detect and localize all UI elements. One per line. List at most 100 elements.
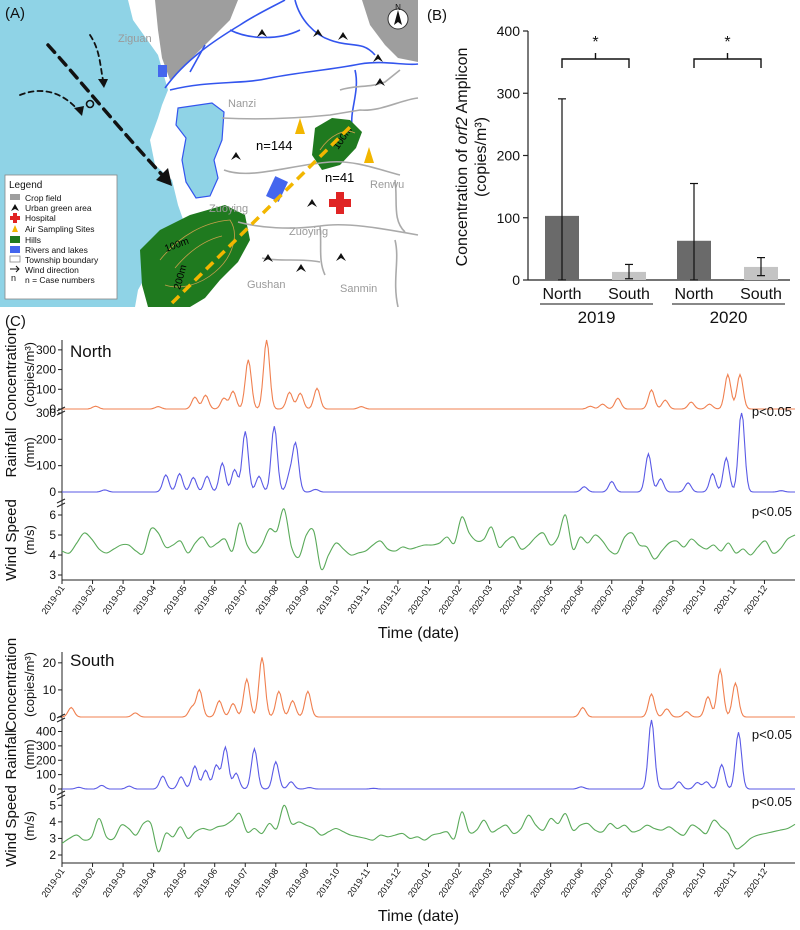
panel-label-a: (A) [5, 5, 25, 22]
category-label: North [542, 286, 581, 303]
x-tick-label: 2019-04 [131, 866, 158, 899]
bar-axis: 0 100 200 300 400 [497, 23, 790, 288]
y-tick-label: 100 [36, 459, 56, 473]
y-tick-label: 200 [36, 432, 56, 446]
y-tick-label: 100 [36, 768, 56, 782]
north-letter: N [395, 3, 401, 12]
conc-row-unit: (copies/m³) [22, 342, 37, 407]
group-label: 2020 [710, 308, 748, 327]
x-tick-label: 2019-04 [131, 583, 158, 616]
x-tick-label: 2020-11 [712, 583, 739, 615]
y-tick-label: 0 [49, 710, 56, 724]
y-tick-label: 100 [36, 382, 56, 396]
water-swatch [10, 246, 20, 253]
y-tick-label: 4 [49, 815, 56, 829]
bar-category-labels: North South North South 2019 2020 [540, 286, 785, 327]
wind-series-line [61, 804, 796, 853]
x-tick-label: 2019-12 [375, 583, 402, 616]
x-tick-label: 2020-03 [467, 583, 494, 616]
legend-label: Wind direction [25, 265, 79, 275]
rain-row-label: Rainfall [3, 427, 20, 477]
axis-break [56, 713, 66, 723]
rain-series-line [62, 412, 795, 493]
bar-chart-panel: (B) Concentration of orf2 Amplicon (copi… [427, 7, 790, 327]
place-zuoying-east: Zuoying [289, 226, 328, 238]
tree-icon [231, 152, 241, 160]
y-tick-label: 3 [49, 831, 56, 845]
place-gushan: Gushan [247, 279, 286, 291]
axis-break [56, 498, 66, 508]
x-tick-label: 2020-02 [437, 866, 464, 899]
x-tick-label: 2019-02 [70, 866, 97, 899]
y-tick-label: 5 [49, 528, 56, 542]
y-tick-label: 200 [36, 363, 56, 377]
x-tick-label: 2020-04 [498, 583, 525, 616]
x-tick-label: 2020-12 [742, 583, 769, 616]
tree-icon [336, 253, 346, 261]
crop-field-swatch [10, 194, 20, 200]
x-tick-label: 2020-11 [712, 866, 739, 898]
lagoon [175, 102, 225, 199]
legend-label: n = Case numbers [25, 275, 95, 285]
panel-label-b: (B) [427, 7, 447, 24]
blue-lake-central [266, 176, 288, 202]
x-tick-label: 2020-06 [559, 866, 586, 899]
place-sanmin: Sanmin [340, 283, 377, 295]
bar-ylabel-line2: (copies/m³) [473, 117, 490, 197]
rain-row-unit: (mm) [22, 739, 37, 769]
case-count-east: n=41 [325, 170, 354, 185]
y-tick-label: 400 [36, 725, 56, 739]
x-axis-title: Time (date) [378, 625, 459, 642]
wind-row-label: Wind Speed [3, 785, 20, 867]
bar-ylabel-line1: Concentration of orf2 Amplicon [454, 48, 471, 267]
y-tick-label: 3 [49, 568, 56, 582]
rain-row-unit: (mm) [22, 437, 37, 467]
x-tick-label: 2019-01 [40, 866, 67, 899]
category-label: South [740, 286, 782, 303]
rain-row-label: Rainfall [3, 729, 20, 779]
wind-row-unit: (m/s) [22, 525, 37, 555]
x-tick-label: 2019-07 [223, 583, 250, 616]
y-tick-label: 0 [49, 782, 56, 796]
category-label: South [608, 286, 650, 303]
y-tick-label: 0 [49, 485, 56, 499]
boundary-swatch [9, 255, 21, 263]
n-letter: n [11, 273, 16, 283]
y-tick-label: 0 [49, 402, 56, 416]
x-tick-label: 2019-06 [192, 583, 219, 616]
y-tick-label: 300 [36, 343, 56, 357]
y-tick-label: 5 [49, 798, 56, 812]
wind-significance-label: p<0.05 [752, 504, 792, 519]
y-tick-label: 300 [36, 739, 56, 753]
bar-series: * * [545, 34, 778, 281]
significance-bracket [561, 53, 630, 68]
x-tick-label: 2020-09 [650, 866, 677, 899]
wind-row-unit: (m/s) [22, 811, 37, 841]
x-tick-label: 2020-05 [528, 866, 555, 899]
rivers [164, 0, 419, 126]
crop-field-north [155, 0, 238, 80]
conc-row-unit: (copies/m³) [22, 652, 37, 717]
map-legend: Legend n Crop field Urban green area Hos… [4, 174, 118, 300]
x-tick-label: 2019-11 [345, 866, 372, 898]
y-tick-label: 400 [497, 23, 521, 39]
legend-box [4, 174, 118, 300]
hills-southwest [140, 205, 250, 307]
legend-label: Township boundary [25, 255, 99, 265]
rain-series-line [62, 719, 795, 790]
significance-star: * [724, 34, 730, 51]
x-tick-label: 2020-01 [406, 866, 433, 899]
x-tick-label: 2020-03 [467, 866, 494, 899]
north-arrow-icon: N [387, 3, 409, 30]
wind-arrow-icon [10, 265, 20, 273]
x-tick-label: 2019-03 [101, 583, 128, 616]
air-sampler-icon [12, 225, 18, 232]
hills-east [312, 118, 362, 170]
conc-series-line [61, 657, 795, 718]
x-tick-label: 2019-10 [314, 583, 341, 616]
x-tick-label: 2020-06 [559, 583, 586, 616]
place-nanzi: Nanzi [228, 98, 256, 110]
y-tick-label: 100 [497, 210, 521, 226]
tree-icon [307, 199, 317, 207]
